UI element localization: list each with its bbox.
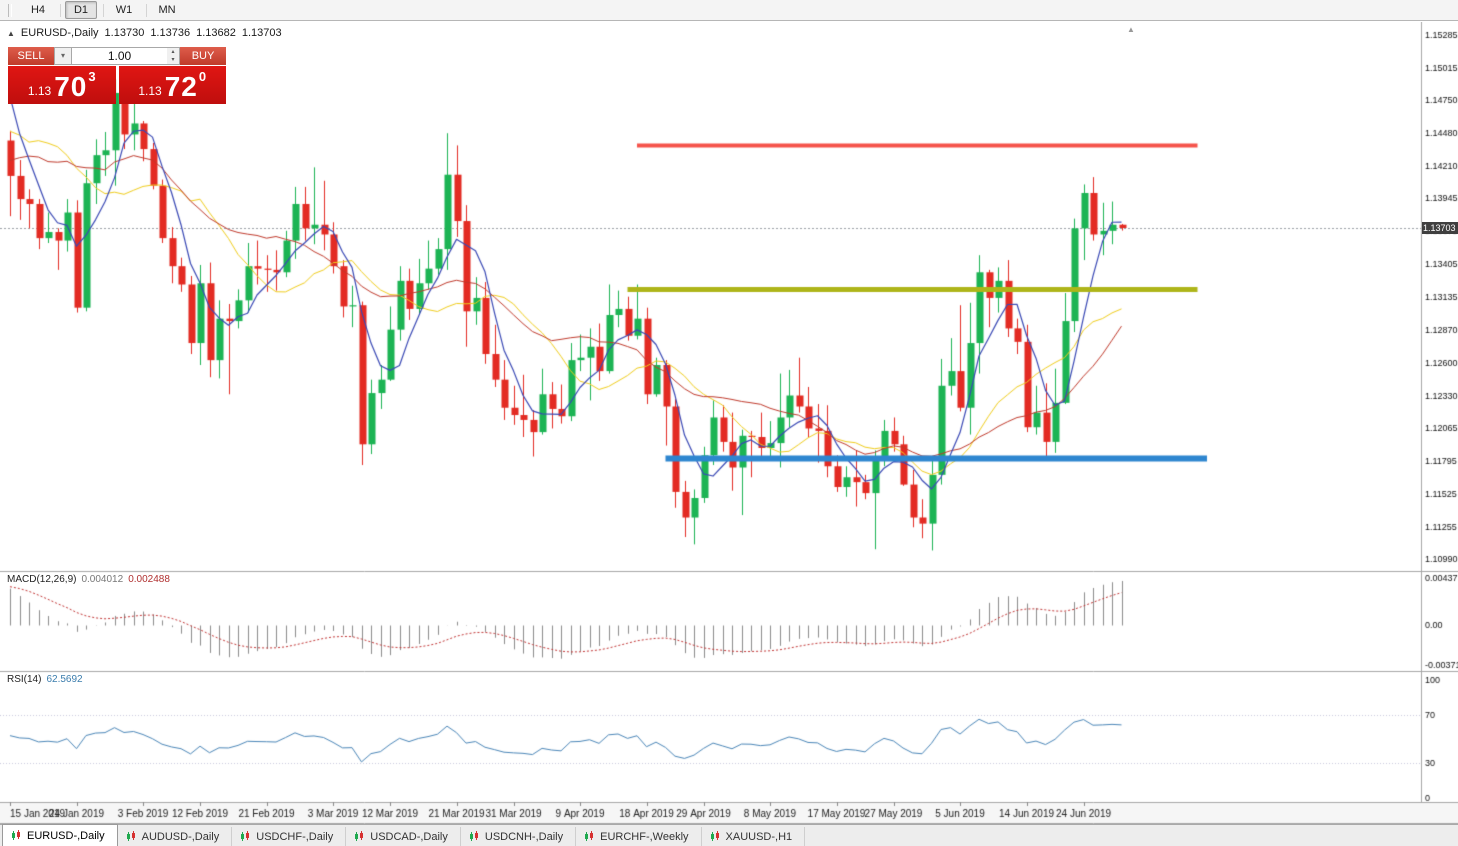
ohlc-high: 1.13736 [150, 27, 191, 39]
timeframe-button-h4[interactable]: H4 [30, 4, 46, 16]
macd-name: MACD(12,26,9) [7, 574, 77, 585]
chart-tab-xauusd-h1[interactable]: XAUUSD-,H1 [702, 827, 806, 846]
sell-button[interactable]: SELL [8, 47, 54, 65]
macd-indicator-label: MACD(12,26,9) 0.004012 0.002488 [7, 574, 170, 585]
chart-tab-usdcad-daily[interactable]: USDCAD-,Daily [346, 827, 461, 846]
timeframe-toolbar: H4 D1 W1 MN [0, 0, 1458, 21]
stepper-up-icon[interactable]: ▴ [171, 49, 175, 55]
volume-input[interactable]: 1.00 [72, 47, 167, 65]
ohlc-open: 1.13730 [104, 27, 145, 39]
ohlc-close: 1.13703 [241, 27, 282, 39]
tab-label: EURUSD-,Daily [27, 829, 105, 842]
chart-canvas[interactable] [0, 22, 1458, 824]
chevron-down-icon: ▾ [60, 51, 65, 60]
toolbar-grip[interactable] [8, 3, 12, 17]
rsi-indicator-label: RSI(14) 62.5692 [7, 674, 83, 685]
timeframe-button-d1[interactable]: D1 [65, 1, 97, 19]
tab-label: EURCHF-,Weekly [600, 830, 689, 843]
candlestick-icon [584, 831, 595, 842]
candlestick-icon [240, 831, 251, 842]
tab-label: USDCAD-,Daily [370, 830, 448, 843]
chart-tab-usdcnh-daily[interactable]: USDCNH-,Daily [461, 827, 577, 846]
tab-label: USDCNH-,Daily [484, 830, 564, 843]
buy-price-small: 1.13 [138, 84, 162, 98]
candlestick-icon [469, 831, 480, 842]
buy-price-sup: 0 [198, 69, 207, 84]
trade-panel-prices: 1.13 70 3 1.13 72 0 [8, 66, 226, 104]
timeframe-button-mn[interactable]: MN [158, 4, 176, 16]
volume-stepper[interactable]: ▴ ▾ [167, 47, 180, 65]
toolbar-separator [103, 3, 104, 17]
volume-dropdown[interactable]: ▾ [54, 47, 72, 65]
ohlc-low: 1.13682 [196, 27, 236, 39]
timeframe-button-w1[interactable]: W1 [115, 4, 133, 16]
buy-price-tile[interactable]: 1.13 72 0 [118, 66, 226, 104]
chart-tab-audusd-daily[interactable]: AUDUSD-,Daily [118, 827, 233, 846]
tab-label: AUDUSD-,Daily [141, 830, 220, 843]
trade-panel-controls: SELL ▾ 1.00 ▴ ▾ BUY [8, 47, 226, 65]
collapse-icon[interactable]: ▲ [7, 28, 15, 38]
chart-symbol-period: EURUSD-,Daily [20, 27, 99, 39]
one-click-trade-panel: SELL ▾ 1.00 ▴ ▾ BUY 1.13 70 3 1.13 72 0 [8, 47, 226, 104]
macd-signal-value: 0.002488 [128, 574, 170, 585]
chart-tab-usdchf-daily[interactable]: USDCHF-,Daily [232, 827, 347, 846]
candlestick-icon [354, 831, 365, 842]
chart-tab-eurchf-weekly[interactable]: EURCHF-,Weekly [576, 827, 702, 846]
tab-label: USDCHF-,Daily [256, 830, 334, 843]
chart-tabs-bar: EURUSD-,Daily AUDUSD-,Daily USDCHF-,Daily U… [0, 824, 1458, 846]
sell-price-sup: 3 [88, 69, 96, 84]
chart-tab-eurusd-daily[interactable]: EURUSD-,Daily [2, 824, 118, 846]
sell-price-tile[interactable]: 1.13 70 3 [8, 66, 116, 104]
rsi-name: RSI(14) [7, 674, 42, 685]
tab-label: XAUUSD-,H1 [725, 830, 793, 843]
sell-price-small: 1.13 [27, 84, 52, 98]
sell-price-big: 70 [54, 71, 88, 102]
stepper-down-icon[interactable]: ▾ [171, 57, 175, 63]
chart-shift-icon[interactable]: ▲ [1127, 25, 1135, 34]
current-price-tag: 1.13703 [1422, 222, 1458, 234]
macd-main-value: 0.004012 [81, 574, 124, 585]
candlestick-icon [710, 831, 721, 842]
toolbar-separator [146, 3, 147, 17]
toolbar-separator [60, 3, 61, 17]
chart-title: ▲ EURUSD-,Daily 1.13730 1.13736 1.13682 … [7, 27, 282, 39]
buy-price-big: 72 [164, 71, 198, 102]
candlestick-icon [11, 830, 22, 841]
buy-button[interactable]: BUY [180, 47, 226, 65]
rsi-value: 62.5692 [46, 674, 83, 685]
candlestick-icon [126, 831, 137, 842]
